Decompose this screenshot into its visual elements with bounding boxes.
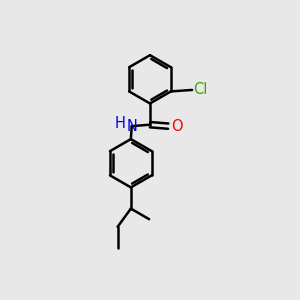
Text: Cl: Cl [194,82,208,98]
Text: N: N [126,118,137,134]
Text: H: H [114,116,125,131]
Text: O: O [171,118,183,134]
